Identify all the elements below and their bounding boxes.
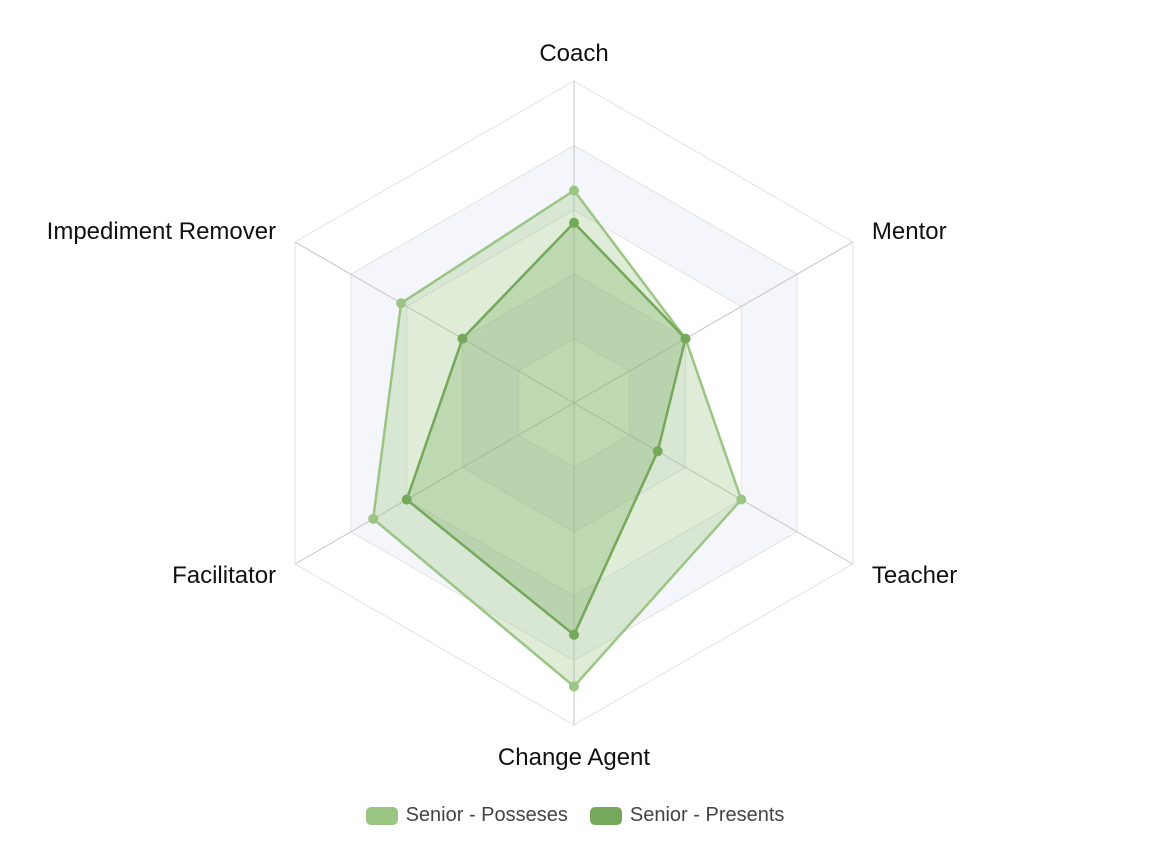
point-senior-presents-facilitator[interactable] (401, 494, 412, 505)
series-points (368, 185, 747, 692)
point-senior-presents-coach[interactable] (569, 217, 579, 228)
point-senior-presents-change-agent[interactable] (569, 629, 579, 640)
point-senior-posseses-impediment-remover[interactable] (396, 298, 407, 309)
axis-spokes (294, 81, 854, 725)
axis-label-change-agent: Change Agent (498, 744, 650, 771)
legend-swatch-presents (589, 806, 622, 825)
legend: Senior - Posseses Senior - Presents (0, 804, 1150, 827)
point-senior-posseses-facilitator[interactable] (368, 513, 379, 524)
legend-label-presents: Senior - Presents (629, 804, 785, 826)
axis-label-impediment-remover: Impediment Remover (47, 218, 276, 245)
legend-item-posseses[interactable]: Senior - Posseses (365, 804, 568, 827)
axis-label-mentor: Mentor (872, 218, 947, 245)
legend-item-presents[interactable]: Senior - Presents (589, 804, 785, 827)
spoke-mentor (573, 241, 854, 404)
axis-label-coach: Coach (539, 40, 608, 67)
axis-labels: Coach Mentor Teacher Change Agent Facilitato… (47, 40, 958, 771)
point-senior-posseses-change-agent[interactable] (569, 681, 579, 692)
point-senior-presents-mentor[interactable] (680, 333, 691, 344)
point-senior-posseses-coach[interactable] (569, 185, 579, 196)
point-senior-presents-impediment-remover[interactable] (457, 333, 468, 344)
point-senior-presents-teacher[interactable] (652, 446, 663, 457)
legend-swatch-posseses (365, 806, 398, 825)
spoke-facilitator (294, 402, 575, 565)
spoke-teacher (573, 402, 854, 565)
point-senior-posseses-teacher[interactable] (736, 494, 747, 505)
spoke-impediment-remover (294, 241, 575, 404)
axis-label-teacher: Teacher (872, 562, 957, 589)
axis-label-facilitator: Facilitator (172, 562, 276, 589)
legend-label-posseses: Senior - Posseses (405, 804, 568, 826)
